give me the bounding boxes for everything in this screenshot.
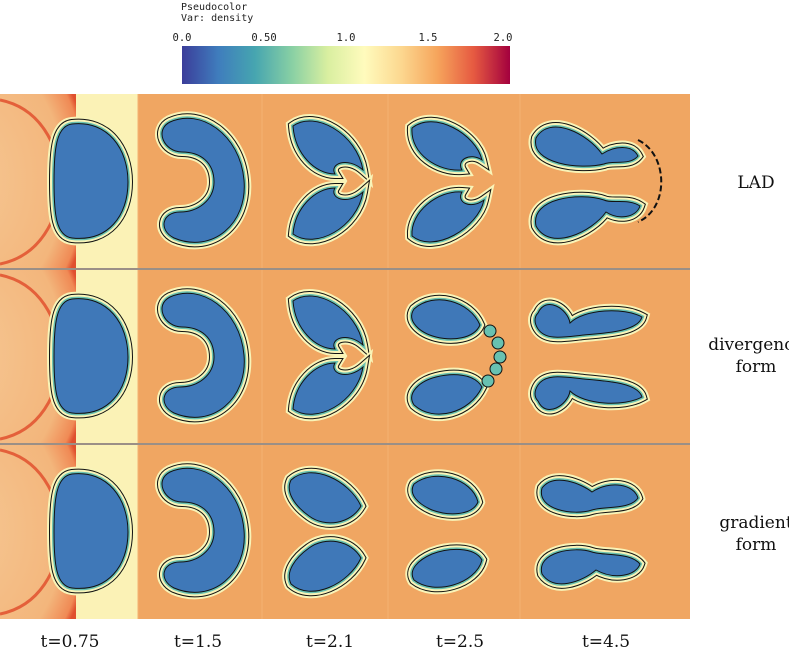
bubble [155,111,252,250]
bubble-cell [46,291,136,421]
droplet [491,336,505,350]
simulation-panels [0,94,690,619]
bubble-core [411,121,483,171]
bubble-core [161,467,245,593]
droplet [493,350,507,364]
bubble-cell [528,297,651,417]
bubble [405,469,486,521]
droplet [481,374,495,388]
bubble [404,114,493,178]
bubble-core [541,549,641,585]
time-label: t=4.5 [581,632,631,652]
bubble-cell [528,120,663,246]
bubble [404,183,495,249]
bubble-cell [285,114,374,247]
bubble [282,534,369,599]
bubble [404,367,490,421]
bubble [528,120,647,174]
row-label-line: LAD [737,173,775,193]
bubble-core [535,126,639,167]
row-label-line: gradient [719,513,789,533]
row-label-line: divergence [708,335,789,355]
bubble-cell [155,111,252,250]
bubble [155,461,252,600]
bubble-core [292,187,364,240]
droplet [489,362,503,376]
bubble [528,369,651,417]
bubble [285,289,374,364]
bubble [404,292,488,346]
colorbar-tick: 2.0 [493,32,513,44]
bubble-core [53,473,129,589]
filament-arc [637,139,663,223]
time-label: t=2.1 [305,632,355,652]
bubble-core [292,362,364,415]
bubble [46,291,136,421]
bubble-core [292,120,364,175]
row-divergence-form [0,269,690,444]
bubble-core [411,299,481,340]
bubble [282,465,369,530]
bubble-cell [155,461,252,600]
bubble [46,116,136,246]
bubble-core [161,292,245,418]
row-lad [0,94,690,269]
bubble-core [411,191,485,243]
time-label: t=1.5 [173,632,223,652]
colorbar-tick: 1.0 [336,32,356,44]
row-label-line: form [735,357,777,377]
bubble-cell [404,114,495,249]
bubble [285,348,374,422]
bubble-core [534,304,643,338]
row-label-gradient-form: gradient form [701,512,789,556]
bubble-core [411,549,483,588]
bubble-core [534,376,643,410]
droplet [483,324,497,338]
bubble [405,542,490,595]
bubble-core [53,123,129,239]
time-label: t=2.5 [435,632,485,652]
bubble-cell [46,466,136,596]
row-label-lad: LAD [701,172,789,194]
bubble-cell [404,292,507,421]
colorbar-title-line1: Pseudocolor [181,2,248,13]
row-gradient-form [0,444,690,619]
bubble-cell [405,469,490,595]
colorbar-tick: 0.0 [172,32,192,44]
bubble-cell [46,116,136,246]
row-label-divergence-form: divergence form [701,334,789,378]
colorbar-tick: 0.50 [251,32,277,44]
bubble-cell [534,473,648,591]
bubble-core [411,374,483,415]
bubble-core [161,117,245,243]
bubble-cell [155,286,252,425]
colorbar-title-line2: Var: density [181,13,254,24]
bubble [528,297,651,345]
bubble-core [288,472,362,524]
bubble-core [411,475,479,515]
colorbar-gradient [182,46,510,84]
bubble-core [541,479,639,513]
bubble-core [288,540,362,592]
bubble [285,173,374,247]
bubble-cell [282,465,369,599]
bubble [155,286,252,425]
bubble [528,189,649,246]
bubble-core [535,196,641,239]
bubble-cell [285,289,374,422]
bubble [534,473,646,520]
row-label-line: form [735,535,777,555]
bubble-core [53,298,129,414]
colorbar [182,46,510,84]
colorbar-title: Pseudocolor Var: density [181,2,253,24]
bubble [534,542,648,591]
time-label: t=0.75 [40,632,100,652]
bubble [46,466,136,596]
bubble [285,114,374,189]
bubble-core [292,295,364,350]
colorbar-tick: 1.5 [418,32,438,44]
